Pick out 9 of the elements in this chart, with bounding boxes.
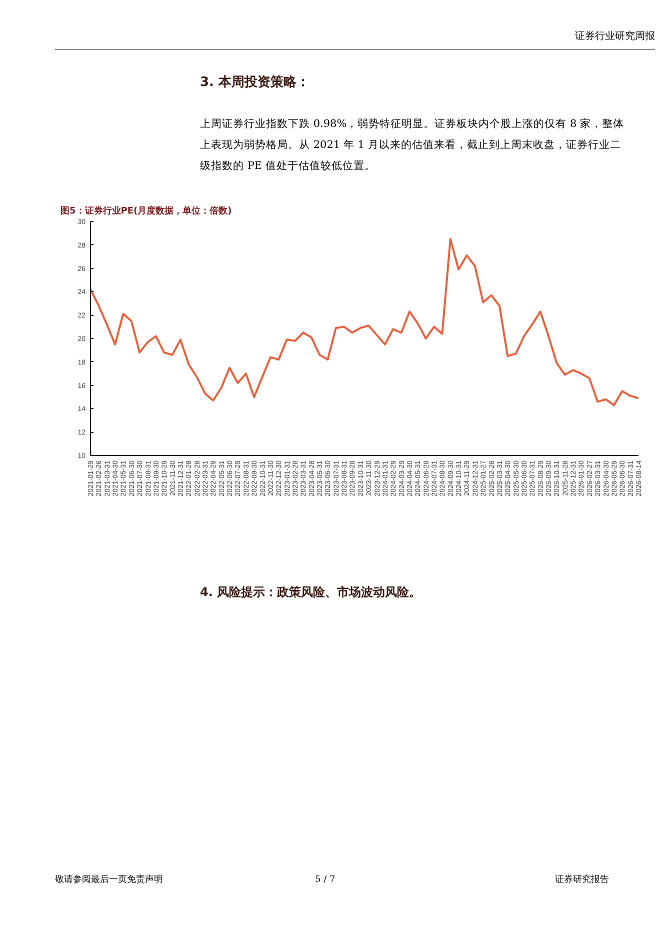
- text: 上周证券行业指数下跌 0.98%，弱势特征明显。证券板块内个股上涨的仅有 8 家，整体上表现为弱势格局。从 2021 年 1 月以来的估值来看，截止到上周末收盘，证券行业二级指数的 PE 值处于估值较低位置。: [200, 117, 625, 174]
- line-series: [90, 238, 638, 406]
- chart-title: 图5：证券行业PE(月度数据，单位：倍数): [60, 206, 232, 216]
- text: 4. 风险提示：政策风险、市场波动风险。: [200, 584, 422, 601]
- text: 3. 本周投资策略：: [200, 74, 310, 92]
- text: 证券行业研究周报: [575, 30, 655, 44]
- text: 敬请参阅最后一页免责声明: [55, 874, 163, 887]
- text: 证券研究报告: [555, 874, 609, 887]
- text: 5 / 7: [315, 874, 336, 887]
